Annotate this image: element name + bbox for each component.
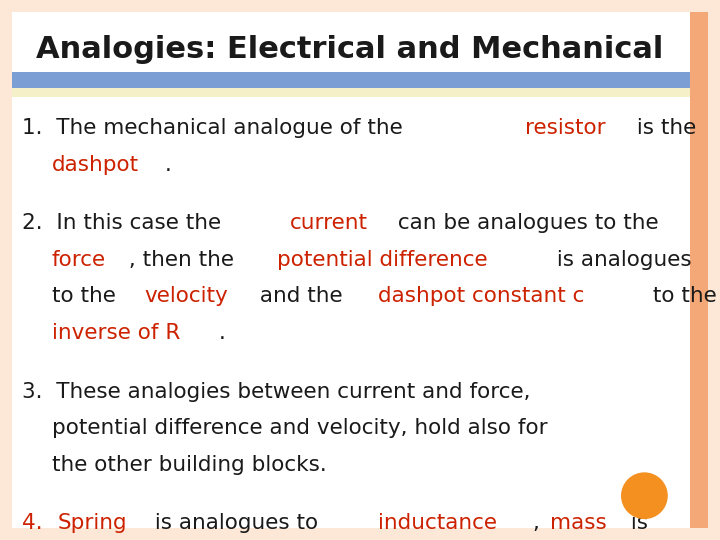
Text: dashpot: dashpot: [52, 155, 139, 175]
Bar: [12, 12, 690, 72]
Text: 4.: 4.: [22, 514, 50, 534]
Text: 2.  In this case the: 2. In this case the: [22, 213, 228, 233]
Text: 1.  The mechanical analogue of the: 1. The mechanical analogue of the: [22, 118, 410, 138]
Text: potential difference and velocity, hold also for: potential difference and velocity, hold …: [52, 418, 548, 438]
Text: is analogues: is analogues: [550, 250, 692, 270]
Text: .: .: [165, 155, 172, 175]
Text: can be analogues to the: can be analogues to the: [391, 213, 659, 233]
Text: velocity: velocity: [144, 287, 228, 307]
Text: to the: to the: [646, 287, 716, 307]
Text: 3.  These analogies between current and force,: 3. These analogies between current and f…: [22, 382, 531, 402]
Text: dashpot constant c: dashpot constant c: [378, 287, 585, 307]
Text: resistor: resistor: [526, 118, 606, 138]
Text: force: force: [52, 250, 106, 270]
Text: .: .: [219, 323, 225, 343]
Text: current: current: [289, 213, 367, 233]
Text: is analogues to: is analogues to: [148, 514, 325, 534]
Circle shape: [622, 473, 667, 518]
Text: and the: and the: [253, 287, 349, 307]
Text: the other building blocks.: the other building blocks.: [52, 455, 327, 475]
Text: is the: is the: [630, 118, 696, 138]
Text: mass: mass: [550, 514, 607, 534]
Text: Analogies: Electrical and Mechanical: Analogies: Electrical and Mechanical: [36, 36, 664, 64]
Text: inverse of R: inverse of R: [52, 323, 181, 343]
Text: Spring: Spring: [58, 514, 127, 534]
Bar: [12, 88, 690, 97]
Text: to the: to the: [52, 287, 122, 307]
Bar: [690, 12, 708, 528]
Text: ,: ,: [533, 514, 546, 534]
Text: , then the: , then the: [122, 250, 241, 270]
Bar: [12, 72, 690, 88]
Text: inductance: inductance: [378, 514, 497, 534]
Text: is: is: [624, 514, 648, 534]
Text: potential difference: potential difference: [276, 250, 487, 270]
